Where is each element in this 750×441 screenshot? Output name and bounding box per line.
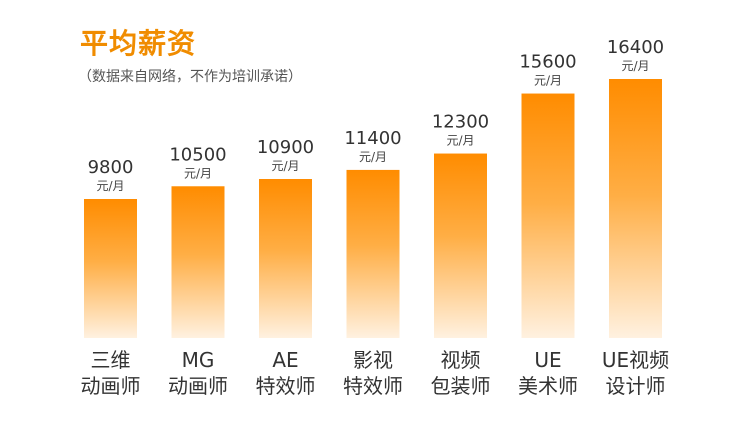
category-label-2-1: 特效师	[256, 374, 316, 398]
chart-title: 平均薪资	[80, 27, 197, 60]
category-label-3-1: 特效师	[343, 374, 403, 398]
bar-5	[521, 93, 575, 338]
category-label-0-1: 动画师	[81, 374, 141, 398]
value-label-5: 15600	[519, 52, 576, 73]
value-label-6: 16400	[607, 37, 664, 58]
bar-3	[346, 169, 400, 338]
value-label-1: 10500	[169, 144, 226, 165]
unit-label-1: 元/月	[184, 166, 212, 180]
bar-1	[171, 186, 225, 338]
category-label-2-0: AE	[272, 348, 298, 372]
category-label-5-0: UE	[534, 348, 561, 372]
category-label-4-0: 视频	[441, 348, 481, 372]
bar-6	[609, 79, 662, 338]
bar-4	[434, 153, 487, 338]
unit-label-3: 元/月	[359, 150, 387, 164]
category-label-1-0: MG	[182, 348, 215, 372]
chart-subtitle: （数据来自网络，不作为培训承诺）	[78, 69, 302, 85]
value-label-3: 11400	[344, 128, 401, 149]
unit-label-0: 元/月	[96, 179, 124, 193]
unit-label-4: 元/月	[446, 134, 474, 148]
category-label-3-0: 影视	[353, 348, 393, 372]
category-label-6-0: UE视频	[602, 348, 669, 372]
value-label-0: 9800	[88, 157, 134, 178]
bar-0	[84, 199, 137, 338]
bar-2	[259, 179, 312, 338]
category-label-0-0: 三维	[91, 348, 131, 372]
unit-label-6: 元/月	[621, 59, 649, 73]
category-label-4-1: 包装师	[431, 374, 491, 398]
value-label-2: 10900	[257, 137, 314, 158]
category-label-5-1: 美术师	[518, 374, 578, 398]
unit-label-5: 元/月	[534, 74, 562, 88]
value-label-4: 12300	[432, 112, 489, 133]
category-label-6-1: 设计师	[606, 374, 666, 398]
unit-label-2: 元/月	[271, 159, 299, 173]
category-label-1-1: 动画师	[168, 374, 228, 398]
